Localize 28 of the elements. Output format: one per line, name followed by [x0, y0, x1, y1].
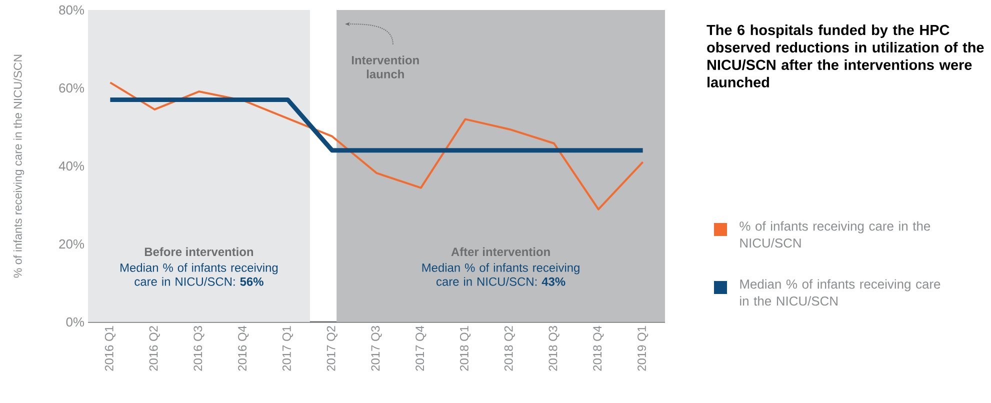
y-tick-label: 80%	[59, 5, 84, 15]
line-series	[109, 82, 644, 210]
y-tick-label: 0%	[66, 317, 84, 327]
band-label: After intervention	[451, 247, 550, 256]
annotation: Median % of infants receiving care in NICU/SCN: 56%	[120, 263, 278, 286]
legend-label: Median % of infants receiving care in the NICU/SCN	[740, 279, 940, 306]
annotation: Intervention launch	[352, 56, 419, 78]
x-tick-label: 2017 Q4	[416, 326, 426, 371]
x-tick-label: 2018 Q2	[504, 326, 515, 371]
x-tick-label: 2018 Q1	[460, 326, 471, 371]
x-tick-label: 2018 Q4	[593, 326, 604, 371]
x-tick-label: 2017 Q1	[282, 326, 294, 371]
annotation: Median % of infants receiving care in NICU/SCN: 43%	[422, 263, 580, 286]
y-tick-label: 20%	[59, 239, 84, 249]
x-tick-label: 2017 Q2	[326, 326, 338, 371]
x-tick-label: 2018 Q3	[548, 326, 560, 371]
x-tick-label: 2016 Q3	[194, 326, 204, 371]
y-axis-title: % of infants receiving care in the NICU/SCN	[13, 54, 24, 278]
x-tick-label: 2017 Q3	[371, 326, 382, 371]
band-label: Before intervention	[144, 247, 254, 256]
y-tick-label: 60%	[59, 83, 84, 93]
x-tick-label: 2016 Q1	[104, 326, 116, 371]
text: The 6 hospitals funded by the HPC observed reductions in utilization of the NICU/SCN after the interventions were launched	[706, 24, 984, 88]
x-tick-label: 2019 Q1	[638, 326, 648, 371]
y-tick-label: 40%	[58, 161, 84, 171]
x-tick-label: 2016 Q2	[149, 326, 160, 371]
x-tick-label: 2016 Q4	[238, 326, 249, 371]
legend-label: % of infants receiving care in the NICU/SCN	[740, 221, 930, 248]
